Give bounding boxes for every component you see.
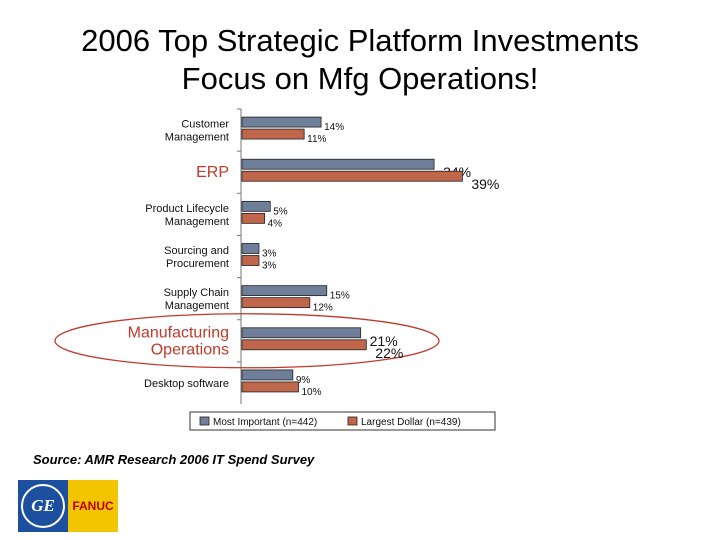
category-label-line: Management — [165, 300, 229, 312]
category-label-line: Desktop software — [144, 378, 229, 390]
ge-logo: GE — [18, 480, 68, 532]
data-label-desktop-software-series-1: 9% — [296, 375, 311, 386]
highlight-ellipse — [54, 313, 440, 369]
category-label-line: Manufacturing — [128, 324, 229, 341]
data-label-erp-series-2: 39% — [471, 176, 499, 192]
legend-swatch-2 — [347, 416, 358, 426]
logo-block: GE FANUC — [18, 480, 118, 532]
category-label-line: ERP — [196, 164, 229, 181]
bar-manufacturing-operations-series-1 — [241, 327, 362, 339]
data-label-sourcing-and-procurement-series-1: 3% — [262, 249, 277, 260]
ge-logo-text: GE — [21, 484, 65, 528]
bar-customer-management-series-2 — [241, 128, 305, 140]
bar-product-lifecycle-management-series-2 — [241, 212, 266, 224]
plot-area: CustomerManagement14%11%ERP34%39%Product… — [54, 108, 499, 404]
bar-sourcing-and-procurement-series-1 — [241, 243, 260, 254]
category-label-product-lifecycle-management: Product Lifecycle Management — [145, 203, 229, 228]
data-label-manufacturing-operations-series-2: 22% — [375, 345, 403, 361]
data-label-supply-chain-management-series-2: 12% — [313, 303, 333, 314]
data-label-customer-management-series-2: 11% — [307, 134, 326, 145]
title-line-1: 2006 Top Strategic Platform Investments — [81, 23, 639, 58]
category-label-customer-management: Customer Management — [165, 119, 230, 144]
chart-title: 2006 Top Strategic Platform Investments … — [0, 22, 720, 98]
bar-manufacturing-operations-series-2 — [241, 339, 367, 351]
title-line-2: Focus on Mfg Operations! — [181, 61, 539, 96]
data-label-desktop-software-series-2: 10% — [302, 387, 322, 398]
category-label-line: Supply Chain — [164, 287, 229, 299]
category-label-line: Management — [165, 132, 229, 144]
fanuc-logo: FANUC — [68, 480, 118, 532]
bar-supply-chain-management-series-1 — [241, 285, 328, 297]
bar-erp-series-2 — [241, 170, 463, 182]
bar-supply-chain-management-series-2 — [241, 297, 311, 309]
bar-desktop-software-series-1 — [241, 369, 294, 381]
bar-sourcing-and-procurement-series-2 — [241, 255, 260, 266]
legend-box — [189, 411, 496, 431]
data-label-customer-management-series-1: 14% — [324, 122, 344, 133]
bar-product-lifecycle-management-series-1 — [241, 200, 271, 212]
legend-label-2: Largest Dollar (n=439) — [361, 417, 461, 428]
data-label-supply-chain-management-series-1: 15% — [330, 291, 350, 302]
category-label-line: Product Lifecycle — [145, 203, 229, 215]
bar-desktop-software-series-2 — [241, 381, 299, 393]
legend-swatch-1 — [199, 416, 210, 426]
category-label-line: Management — [165, 216, 229, 228]
data-label-sourcing-and-procurement-series-2: 3% — [262, 261, 277, 272]
category-label-line: Procurement — [166, 258, 229, 270]
legend-label-1: Most Important (n=442) — [213, 417, 317, 428]
category-label-line: Customer — [181, 119, 229, 131]
data-label-manufacturing-operations-series-1: 21% — [370, 333, 398, 349]
category-label-line: Sourcing and — [164, 245, 229, 257]
legend: Most Important (n=442) Largest Dollar (n=… — [189, 411, 496, 431]
category-label-supply-chain-management: Supply Chain Management — [164, 287, 229, 312]
category-label-manufacturing-operations: Manufacturing Operations — [128, 324, 229, 358]
category-label-desktop-software: Desktop software — [144, 378, 229, 390]
data-label-product-lifecycle-management-series-1: 5% — [273, 206, 288, 217]
category-label-erp: ERP — [196, 164, 229, 181]
data-label-product-lifecycle-management-series-2: 4% — [268, 218, 283, 229]
category-label-sourcing-and-procurement: Sourcing and Procurement — [164, 245, 229, 270]
bar-erp-series-1 — [241, 158, 435, 170]
bar-customer-management-series-1 — [241, 116, 322, 128]
category-label-line: Operations — [151, 341, 229, 358]
source-note: Source: AMR Research 2006 IT Spend Surve… — [33, 452, 315, 467]
